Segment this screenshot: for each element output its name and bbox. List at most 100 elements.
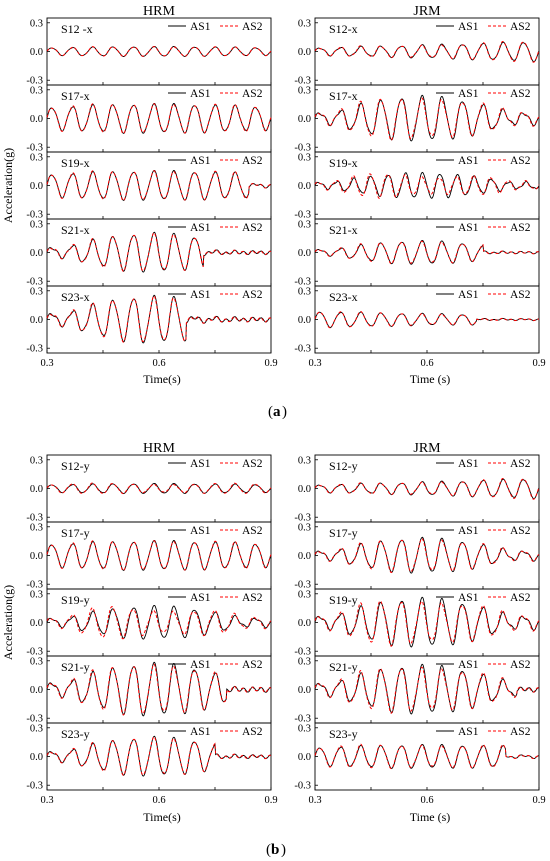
series-line-as1 <box>314 743 540 769</box>
subplot-label: S19-x <box>61 156 90 170</box>
legend-label-as1: AS1 <box>458 726 479 738</box>
legend-label-as1: AS1 <box>190 726 211 738</box>
series-line-as2 <box>46 295 272 343</box>
legend-label-as1: AS1 <box>190 88 211 100</box>
legend-label-as1: AS1 <box>190 21 211 33</box>
series-line-as2 <box>314 538 540 574</box>
series-line-as2 <box>314 666 540 714</box>
legend-label-as2: AS2 <box>242 592 263 604</box>
y-tick-label: -0.3 <box>26 781 43 792</box>
series-line-as2 <box>46 232 272 272</box>
subplot-label: S19-y <box>329 593 358 607</box>
subplot-label: S21-y <box>329 660 358 674</box>
y-tick-label: -0.3 <box>294 580 311 591</box>
series-line-as2 <box>314 311 540 329</box>
caption-b: b <box>271 842 279 858</box>
x-axis-label: Time (s) <box>410 372 451 386</box>
y-tick-label: 0.0 <box>298 618 311 629</box>
y-tick-label: 0.0 <box>298 181 311 192</box>
y-tick-label: -0.3 <box>26 513 43 524</box>
y-tick-label: -0.3 <box>294 76 311 87</box>
legend-label-as1: AS1 <box>458 88 479 100</box>
legend-label-as2: AS2 <box>242 659 263 671</box>
y-tick-label: -0.3 <box>26 344 43 355</box>
y-tick-label: -0.3 <box>26 210 43 221</box>
y-tick-label: -0.3 <box>294 143 311 154</box>
subplot-label: S23-y <box>329 727 358 741</box>
x-tick-label: 0.3 <box>40 795 53 806</box>
x-tick-label: 0.9 <box>532 795 545 806</box>
series-line-as2 <box>46 663 272 716</box>
x-tick-label: 0.9 <box>264 358 277 369</box>
x-axis-label: Time(s) <box>143 810 181 824</box>
legend-label-as2: AS2 <box>242 155 263 167</box>
y-tick-label: 0.3 <box>298 152 311 163</box>
plot-area: HRM 0.3 0.0 -0.3 S12 -x AS1 AS2 0.3 0.0 -0.3 S17-x… <box>1 4 546 824</box>
subplot-s12-y: 0.3 0.0 -0.3 S12-y AS1 AS2 <box>26 454 272 524</box>
y-tick-label: -0.3 <box>26 580 43 591</box>
y-tick-label: 0.0 <box>30 114 43 125</box>
y-tick-label: 0.0 <box>30 181 43 192</box>
y-tick-label: -0.3 <box>26 714 43 725</box>
y-tick-label: 0.3 <box>298 656 311 667</box>
y-tick-label: 0.3 <box>30 85 43 96</box>
caption-b-close: ) <box>281 842 286 858</box>
y-tick-label: 0.0 <box>30 752 43 763</box>
y-tick-label: 0.3 <box>30 286 43 297</box>
subplot-s19-x: 0.3 0.0 -0.3 S19-x AS1 AS2 <box>26 151 272 221</box>
y-tick-label: 0.0 <box>298 248 311 259</box>
series-line-as2 <box>46 736 272 776</box>
y-tick-label: 0.3 <box>30 18 43 29</box>
y-tick-label: 0.0 <box>298 752 311 763</box>
legend-label-as1: AS1 <box>190 458 211 470</box>
chart-title: HRM <box>143 441 175 456</box>
y-tick-label: 0.3 <box>30 522 43 533</box>
x-tick-label: 0.6 <box>152 795 165 806</box>
legend-label-as2: AS2 <box>242 726 263 738</box>
subplot-label: S12 -x <box>61 22 93 36</box>
y-tick-label: -0.3 <box>26 143 43 154</box>
y-tick-label: 0.3 <box>298 18 311 29</box>
subplot-s17-x: 0.3 0.0 -0.3 S17-x AS1 AS2 <box>294 84 540 154</box>
subplot-label: S12-y <box>329 459 358 473</box>
legend-label-as2: AS2 <box>510 21 531 33</box>
y-tick-label: 0.0 <box>30 248 43 259</box>
y-tick-label: 0.0 <box>30 618 43 629</box>
subplot-label: S19-x <box>329 156 358 170</box>
legend-label-as2: AS2 <box>510 525 531 537</box>
x-tick-label: 0.9 <box>264 795 277 806</box>
series-line-as2 <box>46 482 272 495</box>
subplot-s12-x: 0.3 0.0 -0.3 S12 -x AS1 AS2 <box>26 17 272 87</box>
caption-b-open: ( <box>266 842 271 858</box>
y-tick-label: 0.3 <box>298 219 311 230</box>
y-tick-label: 0.3 <box>298 522 311 533</box>
legend-label-as2: AS2 <box>510 289 531 301</box>
subplot-label: S21-x <box>61 223 90 237</box>
y-axis-label: Acceleration(g) <box>1 148 15 223</box>
chart-title: JRM <box>413 441 441 456</box>
y-tick-label: -0.3 <box>26 76 43 87</box>
y-tick-label: -0.3 <box>294 714 311 725</box>
series-line-as2 <box>46 540 272 572</box>
caption-a: a <box>273 404 281 420</box>
series-line-as1 <box>314 171 540 199</box>
y-tick-label: 0.0 <box>298 484 311 495</box>
subplot-s23-x: 0.3 0.0 -0.3 S23-x AS1 AS2 0.3 0.6 0.9 <box>294 285 546 369</box>
series-line-as2 <box>314 600 540 647</box>
subplot-label: S17-y <box>329 526 358 540</box>
x-tick-label: 0.9 <box>532 358 545 369</box>
y-tick-label: 0.3 <box>298 286 311 297</box>
subplot-s23-y: 0.3 0.0 -0.3 S23-y AS1 AS2 0.3 0.6 0.9 <box>26 722 278 806</box>
legend-label-as2: AS2 <box>242 222 263 234</box>
chart-a-hrm: HRM 0.3 0.0 -0.3 S12 -x AS1 AS2 0.3 0.0 -0.3 S17-x… <box>1 4 278 386</box>
legend-label-as1: AS1 <box>190 659 211 671</box>
legend-label-as1: AS1 <box>458 222 479 234</box>
series-line-as2 <box>314 41 540 63</box>
y-tick-label: 0.0 <box>30 315 43 326</box>
y-tick-label: 0.3 <box>298 589 311 600</box>
subplot-label: S21-y <box>61 660 90 674</box>
y-tick-label: 0.0 <box>30 685 43 696</box>
subplot-s19-x: 0.3 0.0 -0.3 S19-x AS1 AS2 <box>294 151 540 221</box>
subplot-label: S17-y <box>61 526 90 540</box>
